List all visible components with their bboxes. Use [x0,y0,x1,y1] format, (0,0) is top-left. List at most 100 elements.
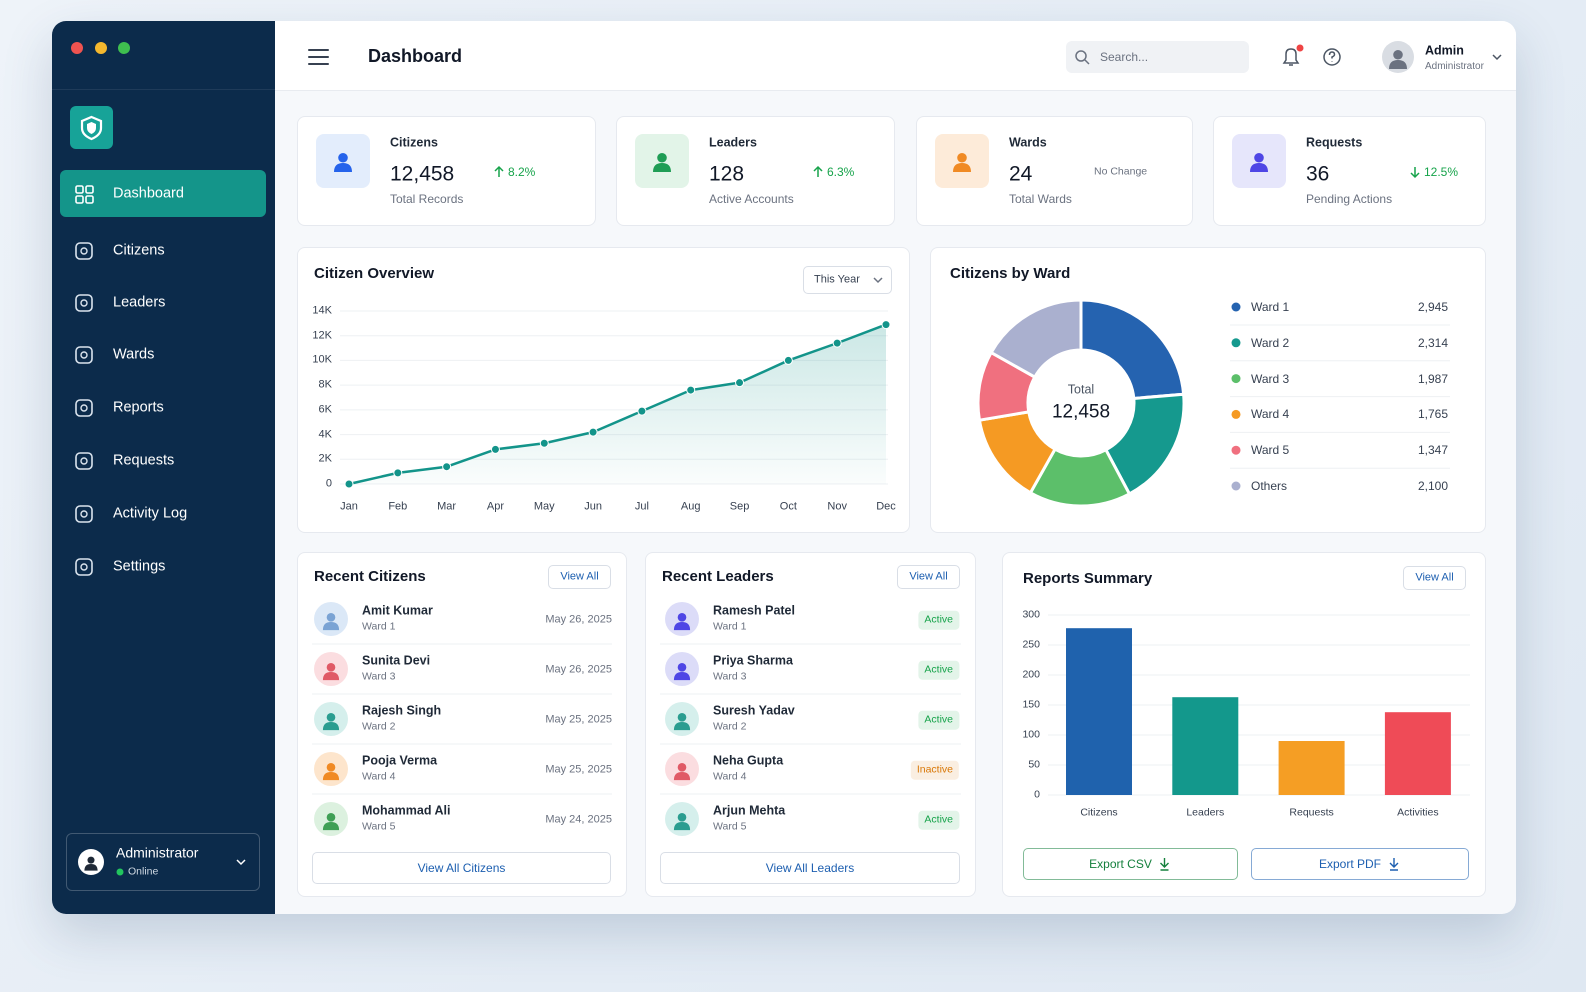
nav-icon [75,294,93,312]
view-all-button[interactable] [897,565,960,589]
nav-label[interactable]: Dashboard [113,185,184,202]
line-point [344,479,354,489]
window-control [118,42,130,54]
view-all-button[interactable] [548,565,611,589]
nav-icon [75,242,93,260]
icon-part [322,672,340,681]
icon-part [326,712,336,722]
y-tick-label: 300 [1022,608,1040,621]
footer-button[interactable] [312,852,611,884]
icon-part [334,163,352,172]
search-box[interactable] [1066,41,1249,73]
header-user-role: Administrator [1425,61,1484,72]
period-dropdown[interactable] [803,266,892,294]
nav-label[interactable]: Settings [113,558,166,575]
row-ward: Ward 2 [713,720,747,733]
footer-button-label[interactable]: View All Leaders [765,860,855,875]
help-icon [1323,48,1341,66]
x-tick-label: May [533,500,555,513]
row-name: Suresh Yadav [713,703,795,718]
view-all-label[interactable]: View All [909,570,948,583]
export-button[interactable] [1251,848,1469,880]
export-button-label[interactable]: Export PDF [1318,856,1382,871]
icon-part [673,722,691,731]
legend-value: 1,987 [1417,371,1448,386]
row-ward: Ward 3 [362,670,396,683]
icon-part [677,812,687,822]
line-point [881,320,891,330]
stat-value: 36 [1306,162,1330,186]
y-tick-label: 4K [318,427,332,440]
footer-button[interactable] [660,852,960,884]
row-date: May 26, 2025 [545,663,612,676]
user-box[interactable] [66,833,260,891]
nav-label[interactable]: Requests [113,452,175,469]
chart-title: Reports Summary [1023,570,1153,587]
nav-label[interactable]: Wards [113,346,155,363]
legend-value: 2,100 [1417,478,1448,493]
nav-item-active[interactable] [60,170,266,217]
legend-label: Ward 5 [1251,442,1290,457]
icon-part [326,612,336,622]
x-tick-label: Mar [437,500,457,513]
nav-icon [80,299,88,307]
row-ward: Ward 4 [713,770,747,783]
icon-part [338,152,348,163]
x-tick-label: Feb [388,500,408,513]
nav-icon [75,185,84,194]
bar [1066,628,1132,795]
nav-label[interactable]: Reports [113,399,164,416]
search-icon [1084,59,1090,65]
logo-shield [80,115,103,141]
nav-icon [80,351,88,359]
row-ward: Ward 1 [362,620,396,633]
export-icon [1389,858,1399,871]
x-tick-label: Dec [876,500,896,513]
notification-dot [1296,44,1304,52]
row-date: May 24, 2025 [545,813,612,826]
stat-sub: Active Accounts [709,191,794,206]
view-all-button[interactable] [1403,566,1466,590]
nav-label[interactable]: Leaders [113,294,166,311]
nav-label[interactable]: Activity Log [113,505,188,522]
footer-button-label[interactable]: View All Citizens [417,860,506,875]
icon-part [326,762,336,772]
view-all-label[interactable]: View All [560,570,599,583]
line-point [637,406,647,416]
user-name: Administrator [116,844,199,861]
chart-title: Citizen Overview [314,265,435,282]
nav-icon [80,404,88,412]
line-point [442,462,452,472]
donut-segment [1079,298,1186,401]
chart-title: Citizens by Ward [950,265,1071,282]
icon-part [677,662,687,672]
x-tick-label: Aug [680,500,701,513]
dropdown-label[interactable]: This Year [814,273,860,286]
stat-sub: Total Wards [1009,191,1072,206]
search-icon [1075,50,1087,62]
x-tick-label: Requests [1289,806,1334,819]
nav-icon [80,457,88,465]
icon-part [673,822,691,831]
y-tick-label: 250 [1022,638,1040,651]
legend-label: Ward 4 [1251,407,1290,422]
stat-label: Leaders [709,135,757,150]
stat-label: Requests [1306,135,1363,150]
top-bar [275,21,1516,91]
trend-arrow [494,165,504,172]
legend-value: 2,945 [1417,299,1448,314]
search-placeholder[interactable]: Search... [1100,49,1149,64]
status-badge: Active [918,660,959,680]
status-badge: Active [918,610,959,630]
view-all-label[interactable]: View All [1415,571,1454,584]
stat-value: 24 [1009,162,1033,186]
legend-value: 1,347 [1417,442,1448,457]
stat-change: No Change [1094,165,1148,178]
row-ward: Ward 3 [713,670,747,683]
row-name: Arjun Mehta [713,803,786,818]
export-button[interactable] [1023,848,1238,880]
export-button-label[interactable]: Export CSV [1089,856,1152,871]
nav-label[interactable]: Citizens [113,242,165,259]
